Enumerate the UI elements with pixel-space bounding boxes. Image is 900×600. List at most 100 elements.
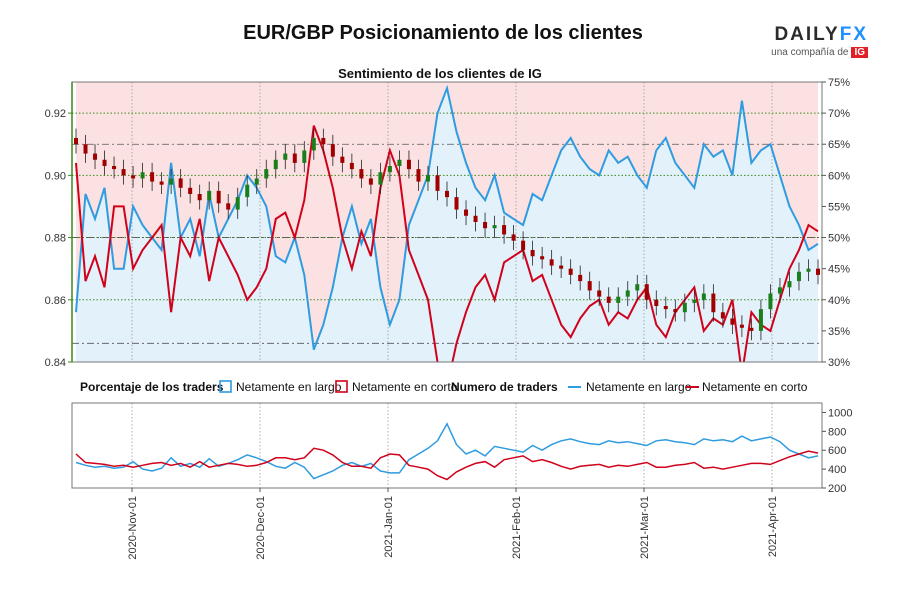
percent-tick-label: 30% xyxy=(828,357,850,369)
candle-body xyxy=(321,138,326,145)
candle-body xyxy=(720,312,725,319)
candle-body xyxy=(416,169,421,182)
candle-body xyxy=(188,187,193,194)
legend-num-long: Netamente en largo xyxy=(586,380,692,394)
percent-tick-label: 65% xyxy=(828,139,850,151)
legend-pct-long-swatch xyxy=(219,380,232,393)
candle-body xyxy=(273,159,278,170)
percent-axis: 75% 70% 65% 60% 55% 50% 45% 40% 35% 30% xyxy=(822,77,850,369)
legend-num-title: Numero de traders xyxy=(451,380,558,394)
candle-body xyxy=(739,324,744,328)
candle-body xyxy=(682,302,687,313)
traders-panel xyxy=(75,403,819,488)
candle-body xyxy=(406,159,411,170)
legend-pct-short-swatch xyxy=(335,380,348,393)
candle-body xyxy=(654,299,659,306)
price-tick-label: 0.86 xyxy=(45,295,66,307)
candle-body xyxy=(254,178,259,185)
candle-body xyxy=(730,318,735,325)
candle-body xyxy=(787,281,792,288)
short-area xyxy=(76,82,818,350)
percent-tick-label: 40% xyxy=(828,295,850,307)
candle-body xyxy=(131,175,136,179)
chart-subtitle: Sentimiento de los clientes de IG xyxy=(338,66,542,81)
candle-body xyxy=(140,172,145,179)
candle-body xyxy=(625,290,630,297)
short-percent-line xyxy=(75,125,819,362)
candle-body xyxy=(673,309,678,313)
candle-body xyxy=(397,159,402,166)
candle-body xyxy=(112,166,117,170)
long-percent-line xyxy=(75,84,819,350)
bottom-frame xyxy=(71,402,823,489)
candle-body xyxy=(359,169,364,179)
candle-body xyxy=(483,222,488,229)
traders-tick-label: 1000 xyxy=(828,407,852,419)
candle-body xyxy=(606,296,611,303)
candle-body xyxy=(283,153,288,160)
price-tick-label: 0.90 xyxy=(45,170,66,182)
date-tick-label: 2021-Feb-01 xyxy=(511,496,523,559)
candle-body xyxy=(816,268,820,275)
candle-body xyxy=(644,284,649,300)
traders-tick-label: 200 xyxy=(828,483,846,495)
candle-body xyxy=(311,138,316,151)
traders-short-line xyxy=(75,447,819,481)
candle-body xyxy=(597,290,602,297)
candle-body xyxy=(464,209,469,216)
date-tick-label: 2020-Dec-01 xyxy=(255,496,267,560)
candle-body xyxy=(701,293,706,300)
legend: Porcentaje de los traders Netamente en l… xyxy=(80,380,808,394)
price-axis: 0.92 0.90 0.88 0.86 0.84 xyxy=(45,108,72,369)
candle-body xyxy=(540,256,545,260)
sentiment-panel xyxy=(72,82,822,362)
candle-body xyxy=(169,178,174,185)
price-tick-label: 0.84 xyxy=(45,357,66,369)
candle-body xyxy=(777,287,782,294)
dailyfx-logo: DAILYFX una compañía de IG xyxy=(752,24,868,58)
candle-body xyxy=(635,284,640,291)
candle-body xyxy=(226,203,231,210)
candle-body xyxy=(121,169,126,176)
candle-body xyxy=(749,327,754,331)
candle-body xyxy=(768,293,773,310)
candle-body xyxy=(340,156,345,163)
percent-tick-label: 35% xyxy=(828,326,850,338)
candle-body xyxy=(559,265,564,269)
candle-body xyxy=(511,234,516,241)
candle-body xyxy=(578,274,583,282)
candle-body xyxy=(368,178,373,185)
candle-body xyxy=(549,259,554,266)
candle-body xyxy=(302,150,307,163)
candle-body xyxy=(74,138,78,145)
candle-body xyxy=(445,190,449,198)
long-area xyxy=(76,88,818,362)
logo-wordmark-a: DAILY xyxy=(774,24,840,45)
candle-body xyxy=(387,166,392,173)
price-candles xyxy=(74,128,820,341)
candle-body xyxy=(349,162,354,170)
candle-body xyxy=(473,215,478,222)
candle-body xyxy=(245,184,250,198)
logo-wordmark-b: FX xyxy=(839,24,868,45)
candle-body xyxy=(711,293,716,313)
candle-body xyxy=(102,159,107,166)
candle-body xyxy=(663,306,668,310)
price-tick-label: 0.92 xyxy=(45,108,66,120)
date-tick-label: 2021-Jan-01 xyxy=(383,496,395,558)
percent-tick-label: 55% xyxy=(828,201,850,213)
traders-tick-label: 800 xyxy=(828,426,846,438)
chart-title: EUR/GBP Posicionamiento de los clientes xyxy=(243,22,643,44)
candle-body xyxy=(692,299,697,303)
traders-tick-label: 600 xyxy=(828,445,846,457)
candle-body xyxy=(568,268,573,275)
candle-body xyxy=(521,240,526,250)
legend-pct-short: Netamente en corto xyxy=(352,380,458,394)
traders-tick-label: 400 xyxy=(828,464,846,476)
traders-long-line xyxy=(75,422,819,480)
candle-body xyxy=(178,178,183,188)
candle-body xyxy=(616,296,621,303)
legend-pct-title: Porcentaje de los traders xyxy=(80,380,224,394)
candle-body xyxy=(235,197,240,210)
